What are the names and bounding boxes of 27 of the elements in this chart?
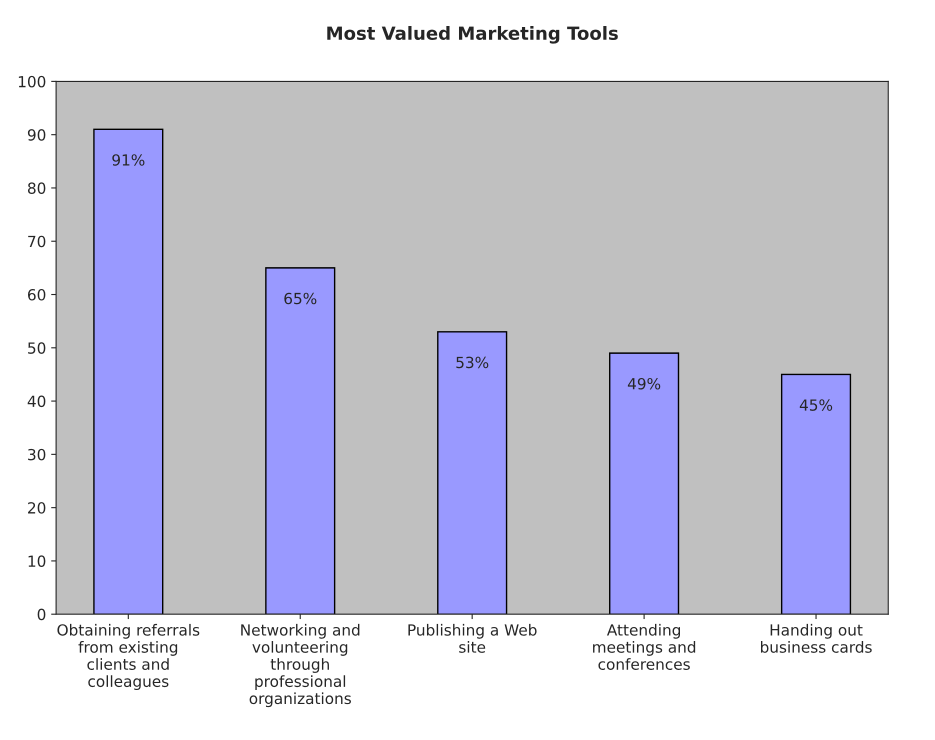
y-tick-label: 30 <box>28 448 46 460</box>
y-tick-label: 100 <box>18 76 46 88</box>
bar <box>609 352 680 614</box>
data-label: 53% <box>456 356 488 368</box>
y-tick-label: 10 <box>28 555 46 567</box>
y-tick-label: 70 <box>28 236 46 248</box>
data-label: 49% <box>628 378 660 390</box>
bar <box>780 374 852 614</box>
data-label: 91% <box>112 154 144 166</box>
y-tick-label: 40 <box>28 396 46 408</box>
bar <box>93 128 164 614</box>
y-tick-label: 20 <box>28 502 46 514</box>
bar <box>437 331 508 614</box>
data-label: 45% <box>800 399 832 411</box>
y-tick-label: 0 <box>38 608 46 620</box>
x-tick-label: Obtaining referrals from existing clients and colleagues <box>57 624 200 690</box>
x-tick-label: Networking and volunteering through professional organizations <box>241 624 360 708</box>
y-tick-label: 90 <box>28 129 46 141</box>
chart-title: Most Valued Marketing Tools <box>327 26 618 44</box>
data-label: 65% <box>284 292 316 304</box>
y-tick-label: 50 <box>28 342 46 354</box>
y-tick-label: 60 <box>28 288 46 301</box>
x-tick-label: Attending meetings and conferences <box>593 624 696 670</box>
x-tick-label: Handing out business cards <box>760 624 872 653</box>
bar <box>265 267 336 614</box>
x-tick-label: Publishing a Web site <box>408 624 537 653</box>
y-tick-label: 80 <box>28 182 46 194</box>
